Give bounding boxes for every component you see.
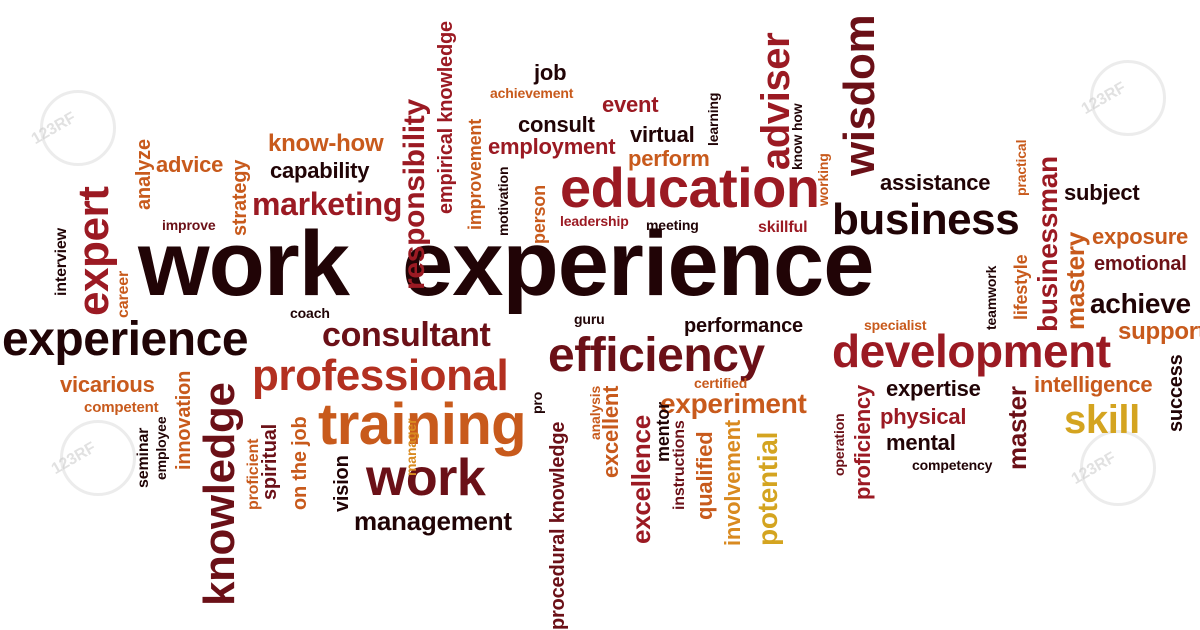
word-potential: potential bbox=[752, 431, 783, 546]
word-learning: learning bbox=[705, 92, 721, 146]
word-exposure: exposure bbox=[1092, 224, 1189, 249]
word-business: business bbox=[832, 195, 1020, 244]
word-achievement: achievement bbox=[490, 85, 574, 101]
watermark-mark bbox=[40, 90, 116, 166]
word-mastery: mastery bbox=[1060, 232, 1090, 330]
word-development: development bbox=[832, 325, 1111, 377]
word-intelligence: intelligence bbox=[1034, 372, 1153, 397]
word-experiment: experiment bbox=[660, 388, 807, 419]
word-interview: interview bbox=[53, 228, 70, 296]
word-professional: professional bbox=[252, 351, 509, 400]
word-know-how: know-how bbox=[268, 130, 384, 157]
word-work-small: work bbox=[366, 449, 486, 507]
word-employment: employment bbox=[488, 134, 616, 159]
word-consult: consult bbox=[518, 112, 595, 137]
word-know-how-v: know how bbox=[789, 103, 805, 170]
word-practical: practical bbox=[1013, 139, 1029, 196]
word-expertise: expertise bbox=[886, 376, 981, 401]
word-expert: expert bbox=[69, 186, 118, 316]
word-motivation: motivation bbox=[495, 166, 511, 236]
word-vicarious: vicarious bbox=[60, 372, 155, 397]
word-businessman: businessman bbox=[1032, 156, 1063, 332]
word-operation: operation bbox=[831, 413, 847, 476]
watermark-mark bbox=[1080, 430, 1156, 506]
word-leadership: leadership bbox=[560, 213, 629, 229]
word-strategy: strategy bbox=[229, 159, 251, 236]
word-excellence: excellence bbox=[626, 415, 656, 544]
word-vision: vision bbox=[331, 455, 353, 512]
word-support: support bbox=[1118, 318, 1200, 345]
word-performance: performance bbox=[684, 315, 803, 337]
word-certified: certified bbox=[694, 375, 748, 391]
word-meeting: meeting bbox=[646, 217, 699, 233]
word-excellent: excellent bbox=[598, 385, 623, 478]
word-job: job bbox=[534, 60, 567, 85]
word-teamwork: teamwork bbox=[983, 265, 999, 330]
word-education: education bbox=[560, 156, 820, 219]
word-physical: physical bbox=[880, 404, 967, 429]
word-capability: capability bbox=[270, 158, 370, 183]
word-competent: competent bbox=[84, 399, 159, 416]
watermark-mark bbox=[60, 420, 136, 496]
word-coach: coach bbox=[290, 305, 330, 321]
word-responsibility: responsibility bbox=[398, 99, 431, 290]
word-empirical-knowledge: empirical knowledge bbox=[435, 21, 457, 214]
word-knowledge: knowledge bbox=[195, 382, 244, 606]
word-involvement: involvement bbox=[720, 420, 745, 546]
word-instructions: instructions bbox=[671, 420, 688, 510]
word-analyze: analyze bbox=[133, 139, 155, 210]
word-mentor: mentor bbox=[653, 402, 673, 462]
word-skill: skill bbox=[1064, 398, 1140, 442]
word-success: success bbox=[1165, 354, 1187, 432]
word-wisdom: wisdom bbox=[835, 14, 884, 176]
word-event: event bbox=[602, 92, 659, 117]
word-guru: guru bbox=[574, 311, 605, 327]
word-training: training bbox=[318, 392, 527, 457]
word-marketing: marketing bbox=[252, 186, 403, 222]
word-skillful: skillful bbox=[758, 219, 808, 236]
word-specialist: specialist bbox=[864, 317, 927, 333]
word-on-the-job: on the job bbox=[289, 416, 311, 510]
word-procedural-knowledge: procedural knowledge bbox=[547, 421, 569, 630]
word-consultant: consultant bbox=[322, 316, 491, 354]
word-emotional: emotional bbox=[1094, 253, 1187, 275]
word-achieve: achieve bbox=[1090, 288, 1191, 319]
word-seminar: seminar bbox=[135, 427, 152, 488]
word-manager: manager bbox=[403, 418, 419, 476]
word-improve: improve bbox=[162, 217, 216, 233]
word-perform: perform bbox=[628, 146, 710, 171]
word-work: work bbox=[138, 213, 350, 315]
word-career: career bbox=[115, 270, 132, 318]
word-person: person bbox=[529, 185, 549, 244]
word-master: master bbox=[1002, 386, 1032, 470]
word-subject: subject bbox=[1064, 180, 1140, 205]
word-advice: advice bbox=[156, 152, 224, 177]
word-employee: employee bbox=[153, 416, 169, 480]
watermark-mark bbox=[1090, 60, 1166, 136]
word-working: working bbox=[815, 153, 831, 206]
word-efficiency: efficiency bbox=[548, 329, 765, 382]
word-qualified: qualified bbox=[692, 431, 717, 520]
word-experience-small: experience bbox=[2, 313, 249, 366]
word-lifestyle: lifestyle bbox=[1011, 254, 1031, 320]
word-pro: pro bbox=[529, 391, 545, 414]
word-improvement: improvement bbox=[465, 118, 485, 230]
word-competency: competency bbox=[912, 457, 993, 473]
word-management: management bbox=[354, 506, 512, 536]
word-assistance: assistance bbox=[880, 170, 991, 195]
word-spiritual: spiritual bbox=[259, 424, 281, 500]
word-experience: experience bbox=[402, 213, 874, 315]
word-mental: mental bbox=[886, 430, 956, 455]
word-proficiency: proficiency bbox=[850, 385, 875, 500]
word-innovation: innovation bbox=[173, 370, 195, 470]
word-virtual: virtual bbox=[630, 122, 695, 147]
